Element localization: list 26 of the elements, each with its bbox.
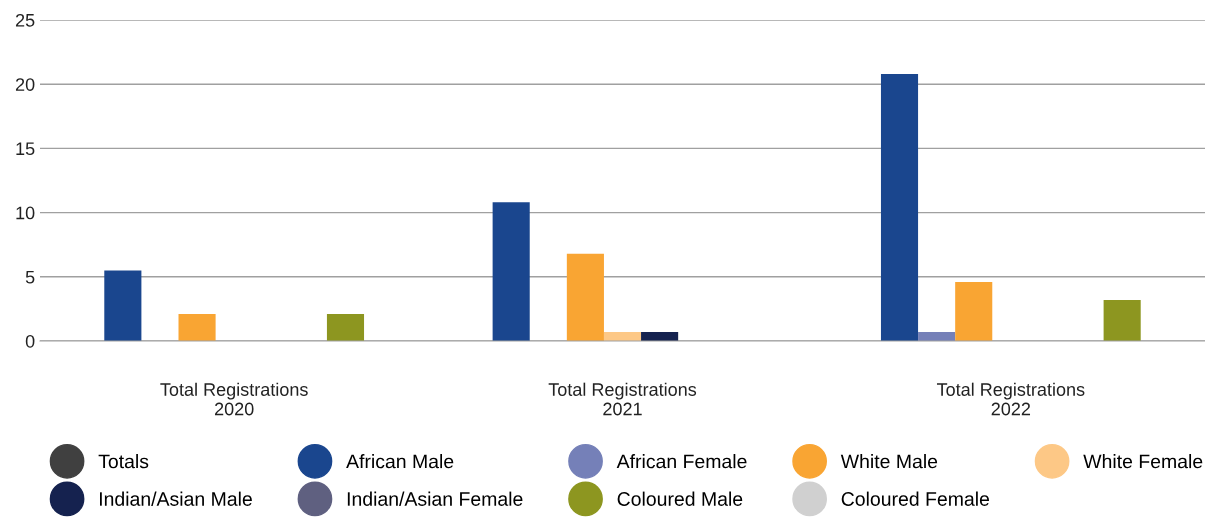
y-tick-label: 25 bbox=[15, 13, 35, 27]
bar bbox=[1103, 299, 1141, 341]
y-tick-label: 15 bbox=[16, 142, 35, 156]
legend-label: Indian/Asian Female bbox=[347, 491, 523, 506]
bar bbox=[880, 73, 919, 341]
legend-label: White Female bbox=[1083, 454, 1203, 469]
bar bbox=[955, 281, 993, 341]
x-tick-label: Total Registrations 2022 bbox=[936, 382, 1085, 416]
x-tick-label: Total Registrations 2020 bbox=[160, 382, 308, 416]
y-tick-label: 0 bbox=[25, 334, 35, 348]
bar bbox=[566, 253, 604, 341]
bar bbox=[104, 270, 142, 341]
y-tick-label: 20 bbox=[15, 78, 35, 91]
bar bbox=[326, 314, 365, 341]
bar bbox=[492, 202, 530, 341]
legend-label: Coloured Female bbox=[841, 491, 990, 506]
y-tick-label: 5 bbox=[25, 270, 35, 284]
y-tick-label: 10 bbox=[16, 206, 35, 220]
bar bbox=[178, 314, 216, 341]
legend-label: Coloured Male bbox=[617, 491, 743, 506]
legend-label: White Male bbox=[840, 454, 938, 469]
legend-label: African Male bbox=[346, 454, 454, 469]
legend-label: Totals bbox=[98, 454, 149, 469]
legend-label: Indian/Asian Male bbox=[99, 491, 252, 506]
legend-label: African Female bbox=[616, 454, 747, 469]
x-tick-label: Total Registrations 2021 bbox=[548, 382, 697, 416]
